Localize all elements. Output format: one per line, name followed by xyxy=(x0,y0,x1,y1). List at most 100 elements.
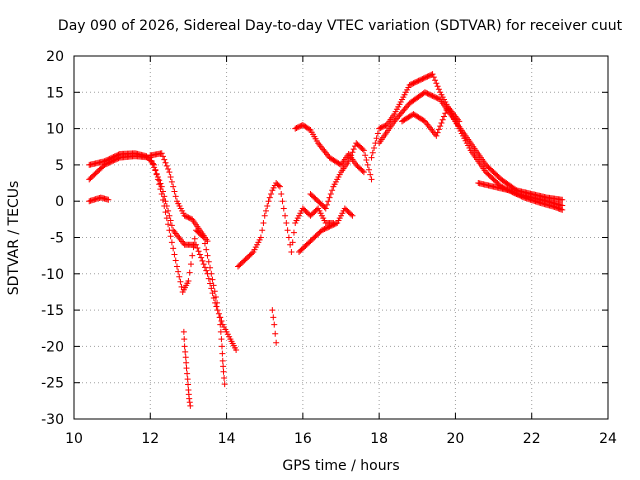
data-point xyxy=(249,250,255,257)
data-point xyxy=(259,227,266,234)
series-track-f xyxy=(269,307,280,346)
data-point xyxy=(519,193,526,200)
data-point xyxy=(221,374,228,381)
data-point xyxy=(435,126,442,133)
data-point xyxy=(326,223,333,230)
data-point xyxy=(374,130,381,137)
data-point xyxy=(276,183,283,190)
data-point xyxy=(324,224,331,231)
data-point xyxy=(367,171,374,178)
data-point xyxy=(160,153,166,160)
data-point xyxy=(368,154,375,161)
data-point xyxy=(423,89,430,96)
x-axis-label: GPS time / hours xyxy=(282,458,399,474)
data-point xyxy=(322,205,329,212)
data-point xyxy=(203,246,210,253)
data-point xyxy=(261,212,268,219)
data-point xyxy=(185,278,192,285)
grid-lines xyxy=(73,55,609,420)
data-point xyxy=(282,212,289,219)
y-tick-label: -20 xyxy=(41,339,64,355)
data-point xyxy=(293,124,300,131)
data-point xyxy=(184,370,191,377)
data-point xyxy=(233,347,240,354)
data-point xyxy=(430,74,437,81)
data-point xyxy=(306,126,313,133)
data-point xyxy=(284,227,291,234)
data-point xyxy=(349,212,356,219)
data-point xyxy=(209,290,216,297)
data-point xyxy=(217,321,224,328)
data-point xyxy=(268,190,275,197)
data-point xyxy=(213,303,220,310)
data-point xyxy=(429,71,436,78)
data-point xyxy=(433,80,440,87)
plot-frame xyxy=(73,55,609,420)
series-track-g xyxy=(292,121,367,176)
data-point xyxy=(203,267,210,274)
data-point xyxy=(176,273,183,280)
data-point xyxy=(151,164,158,171)
y-tick-label: 10 xyxy=(46,122,64,138)
data-point xyxy=(349,149,356,156)
data-point xyxy=(509,189,516,196)
data-point xyxy=(186,215,193,222)
data-point xyxy=(425,91,432,98)
data-point xyxy=(434,95,441,102)
data-point xyxy=(336,161,343,168)
data-point xyxy=(512,190,519,197)
series-track-e xyxy=(235,180,337,270)
data-point xyxy=(214,307,221,314)
data-point xyxy=(325,224,332,231)
data-point xyxy=(435,86,442,93)
data-point xyxy=(559,196,566,203)
data-point xyxy=(114,155,121,162)
data-point xyxy=(167,217,174,224)
data-point xyxy=(434,83,441,90)
data-point xyxy=(198,254,205,261)
data-point xyxy=(373,135,380,142)
data-point xyxy=(332,220,339,227)
y-tick-label: -30 xyxy=(41,412,64,428)
data-point xyxy=(432,77,439,84)
data-point xyxy=(345,158,352,165)
data-point xyxy=(208,285,215,292)
data-point xyxy=(180,328,187,335)
data-point xyxy=(271,321,278,328)
data-point xyxy=(212,299,219,306)
data-point xyxy=(172,193,179,200)
data-point xyxy=(105,160,112,167)
data-point xyxy=(186,269,193,276)
data-point xyxy=(153,170,160,177)
data-point xyxy=(427,91,433,98)
data-point xyxy=(182,354,189,361)
data-point xyxy=(313,206,320,213)
data-point xyxy=(171,251,178,258)
data-point xyxy=(283,219,290,226)
data-point xyxy=(110,157,117,164)
y-tick-label: 5 xyxy=(55,158,64,174)
data-point xyxy=(162,198,169,205)
x-tick-label: 18 xyxy=(370,431,388,447)
data-point xyxy=(428,92,435,99)
data-point xyxy=(156,177,163,184)
data-point xyxy=(182,213,189,220)
y-tick-label: -15 xyxy=(41,303,64,319)
data-point xyxy=(186,399,193,406)
data-point xyxy=(409,80,416,87)
data-point xyxy=(346,155,353,162)
data-point xyxy=(438,119,445,126)
data-point xyxy=(278,190,285,197)
data-point xyxy=(371,144,378,151)
data-point xyxy=(215,310,222,317)
y-tick-label: -10 xyxy=(41,267,64,283)
data-point xyxy=(425,72,432,79)
data-point xyxy=(421,89,428,96)
data-point xyxy=(194,244,201,251)
data-point xyxy=(419,75,426,82)
data-point xyxy=(185,381,192,388)
data-point xyxy=(191,235,198,242)
data-point xyxy=(165,166,172,173)
data-point xyxy=(166,212,173,219)
data-point xyxy=(168,239,175,246)
